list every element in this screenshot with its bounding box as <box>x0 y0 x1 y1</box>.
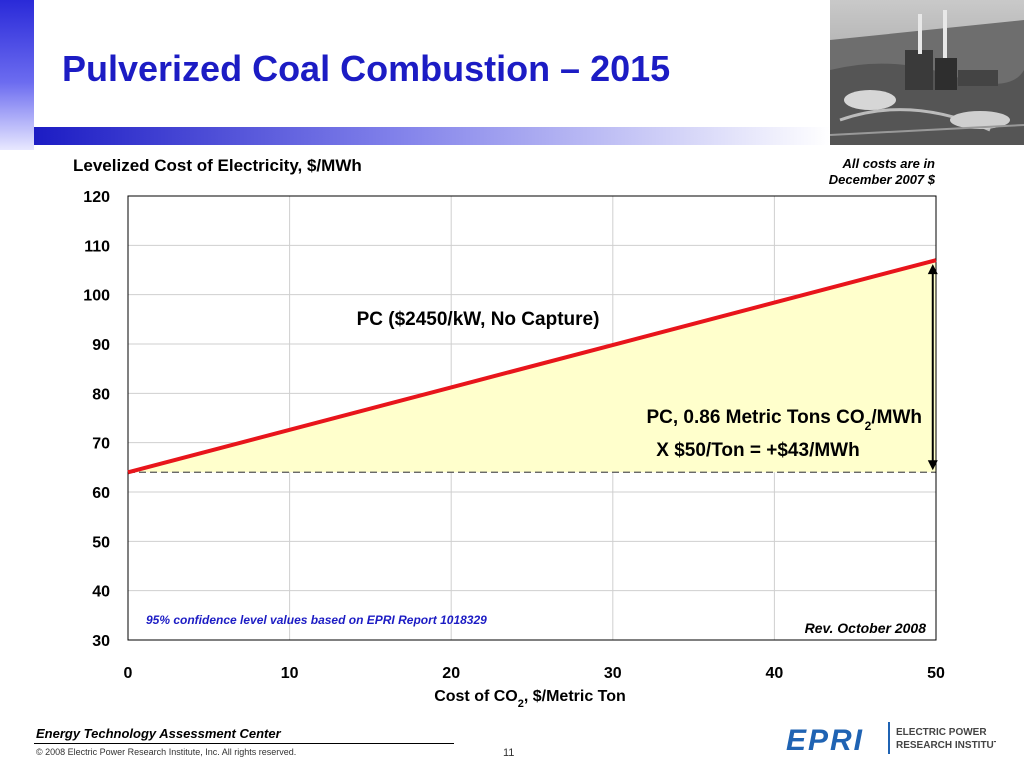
epri-logo-divider <box>888 722 890 754</box>
chart-title: Levelized Cost of Electricity, $/MWh <box>73 156 362 175</box>
slide-title: Pulverized Coal Combustion – 2015 <box>62 48 671 89</box>
y-tick-label: 30 <box>92 633 110 650</box>
x-tick-label: 50 <box>927 665 945 682</box>
footer-copyright: © 2008 Electric Power Research Institute… <box>36 747 297 757</box>
power-plant-image <box>830 0 1024 145</box>
epri-logo-sub-1: ELECTRIC POWER <box>896 727 987 738</box>
y-tick-label: 120 <box>83 189 110 206</box>
series-label: PC ($2450/kW, No Capture) <box>357 309 600 330</box>
page-number: 11 <box>503 747 515 759</box>
x-axis-label-sub: 2 <box>518 698 524 710</box>
y-tick-label: 110 <box>84 238 110 255</box>
co2-annotation-line-2: X $50/Ton = +$43/MWh <box>656 440 859 461</box>
co2-annotation-main: PC, 0.86 Metric Tons CO <box>646 407 864 428</box>
y-tick-label: 50 <box>92 534 110 551</box>
y-axis-tick-labels: 30 40 50 60 70 80 90 100 110 120 <box>83 189 110 650</box>
co2-annotation-sub: 2 <box>865 419 872 433</box>
power-plant-photo <box>830 0 1024 145</box>
revision-note: Rev. October 2008 <box>805 620 927 636</box>
capture-cost-area <box>128 260 936 473</box>
y-tick-label: 80 <box>92 386 110 403</box>
x-tick-label: 40 <box>766 665 784 682</box>
x-tick-label: 0 <box>124 665 133 682</box>
cost-increase-arrow <box>927 264 938 471</box>
gridlines <box>127 195 937 641</box>
y-tick-label: 100 <box>83 288 110 305</box>
currency-note-line-2: December 2007 $ <box>828 172 935 187</box>
x-tick-label: 10 <box>281 665 299 682</box>
y-tick-label: 60 <box>92 485 110 502</box>
x-axis-label-main: Cost of CO <box>434 688 518 705</box>
epri-logo-text: EPRI <box>786 724 864 757</box>
x-tick-label: 30 <box>604 665 622 682</box>
arrow-head-up <box>927 264 938 275</box>
currency-note: All costs are in December 2007 $ <box>829 156 935 188</box>
y-tick-label: 70 <box>92 436 110 453</box>
y-tick-label: 40 <box>92 584 110 601</box>
co2-annotation-rest: /MWh <box>871 407 922 428</box>
left-accent-bar <box>0 0 34 150</box>
title-underline-bar <box>34 127 830 145</box>
co2-annotation-line-1: PC, 0.86 Metric Tons CO2/MWh <box>646 407 922 433</box>
plot-area-border <box>127 195 937 641</box>
x-axis-tick-labels: 0 10 20 30 40 50 <box>124 665 945 682</box>
currency-note-line-1: All costs are in <box>842 156 935 171</box>
x-axis-label: Cost of CO2, $/Metric Ton <box>434 688 626 710</box>
x-axis-label-rest: , $/Metric Ton <box>524 688 626 705</box>
footer-divider <box>34 743 454 744</box>
epri-logo: EPRI ELECTRIC POWER RESEARCH INSTITUTE <box>786 718 1007 758</box>
x-tick-label: 20 <box>442 665 460 682</box>
epri-logo-mark: EPRI ELECTRIC POWER RESEARCH INSTITUTE <box>786 722 1007 757</box>
y-tick-label: 90 <box>92 337 110 354</box>
footer-organization: Energy Technology Assessment Center <box>36 726 281 741</box>
epri-logo-sub-2: RESEARCH INSTITUTE <box>896 740 996 751</box>
pc-cost-line <box>127 258 937 475</box>
confidence-note: 95% confidence level values based on EPR… <box>146 613 487 627</box>
arrow-head-down <box>927 460 938 471</box>
